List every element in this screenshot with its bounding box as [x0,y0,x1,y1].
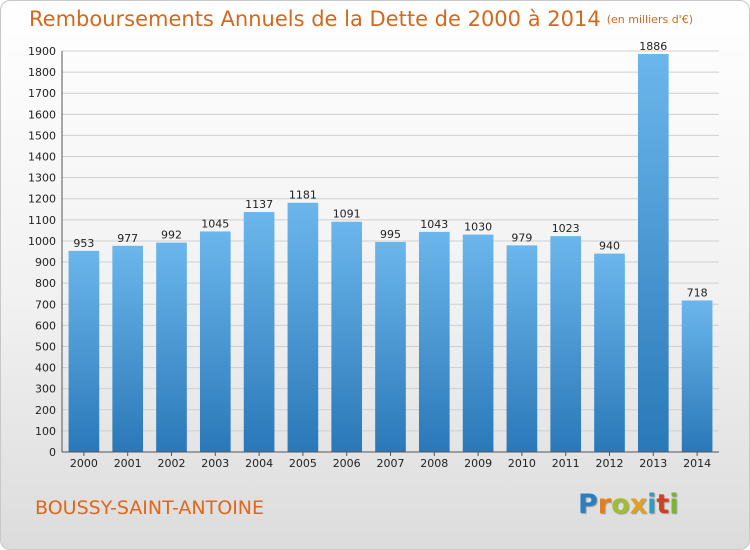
data-label-2004: 1137 [245,198,273,211]
data-label-2006: 1091 [333,208,361,221]
y-tick-label: 0 [49,446,56,459]
logo-letter: r [597,489,612,520]
data-label-2011: 1023 [552,222,580,235]
data-label-2008: 1043 [420,218,448,231]
data-label-2007: 995 [380,228,401,241]
data-label-2013: 1886 [639,40,667,53]
x-tick-label-2003: 2003 [201,457,229,470]
y-tick-label: 1200 [28,193,56,206]
y-tick-label: 100 [35,425,56,438]
bar-2000 [68,250,100,452]
logo-letter: P [578,489,598,520]
city-name: BOUSSY-SAINT-ANTOINE [35,497,265,519]
y-tick-label: 700 [35,298,56,311]
logo-letter: t [656,489,670,520]
y-tick-label: 800 [35,277,56,290]
bar-2002 [156,242,187,452]
x-tick-label-2010: 2010 [508,457,536,470]
y-tick-label: 500 [35,340,56,353]
y-axis: 0 100 200 300 400 500 600 700 800 900 1000 1100 1200… [28,45,63,459]
data-label-2009: 1030 [464,221,492,234]
bar-2013 [637,53,669,452]
bar-2012 [594,253,625,452]
y-tick-label: 1700 [28,87,56,100]
y-tick-label: 300 [35,383,56,396]
y-tick-label: 1400 [28,151,56,164]
y-tick-label: 1300 [28,172,56,185]
logo-letter: i [647,489,657,520]
bar-2001 [112,245,144,452]
y-tick-label: 1900 [28,45,56,58]
y-tick-label: 1100 [28,214,56,227]
chart-subtitle: (en milliers d'€) [606,13,693,26]
bar-2007 [375,242,406,452]
bar-2004 [243,212,275,452]
y-tick-label: 900 [35,256,56,269]
data-labels: 953 977 992 1045 1137 1181 1091 995 1043 1030 979 1… [73,40,707,300]
x-tick-label-2006: 2006 [333,457,361,470]
data-label-2010: 979 [511,231,532,244]
chart-title: Remboursements Annuels de la Dette de 20… [29,7,693,31]
data-label-2002: 992 [161,229,182,242]
proxiti-logo[interactable]: Proxiti [578,489,679,520]
y-tick-label: 1600 [28,108,56,121]
x-tick-label-2001: 2001 [114,457,142,470]
y-tick-label: 1000 [28,235,56,248]
logo-letter: x [629,489,648,520]
bar-2014 [681,300,713,452]
y-tick-label: 1500 [28,129,56,142]
y-tick-label: 1800 [28,66,56,79]
bar-2008 [418,231,450,452]
x-tick-label-2007: 2007 [377,457,405,470]
data-label-2012: 940 [599,240,620,253]
x-tick-label-2012: 2012 [596,457,624,470]
y-tick-label: 200 [35,404,56,417]
data-label-2014: 718 [687,286,708,299]
x-tick-label-2013: 2013 [639,457,667,470]
bar-2011 [550,236,582,452]
y-tick-label: 400 [35,362,56,375]
bar-2010 [506,245,538,452]
data-label-2003: 1045 [201,217,229,230]
x-tick-label-2011: 2011 [552,457,580,470]
x-tick-label-2005: 2005 [289,457,317,470]
bar-2005 [287,202,319,452]
x-tick-label-2004: 2004 [245,457,273,470]
data-label-2001: 977 [117,232,138,245]
x-axis: 2000 2001 2002 2003 2004 2005 2006 2007 2008 2009… [62,451,719,470]
x-tick-label-2009: 2009 [464,457,492,470]
data-label-2005: 1181 [289,189,317,202]
chart-title-text: Remboursements Annuels de la Dette de 20… [29,7,601,31]
bar-2003 [199,231,231,452]
logo-letter: o [611,489,630,520]
x-tick-label-2000: 2000 [70,457,98,470]
logo-letter: i [669,489,679,520]
bar-2006 [331,221,363,452]
bar-2009 [462,234,494,452]
x-tick-label-2002: 2002 [158,457,186,470]
bars [68,53,713,452]
data-label-2000: 953 [73,237,94,250]
y-tick-label: 600 [35,319,56,332]
x-tick-label-2008: 2008 [420,457,448,470]
x-tick-label-2014: 2014 [683,457,711,470]
